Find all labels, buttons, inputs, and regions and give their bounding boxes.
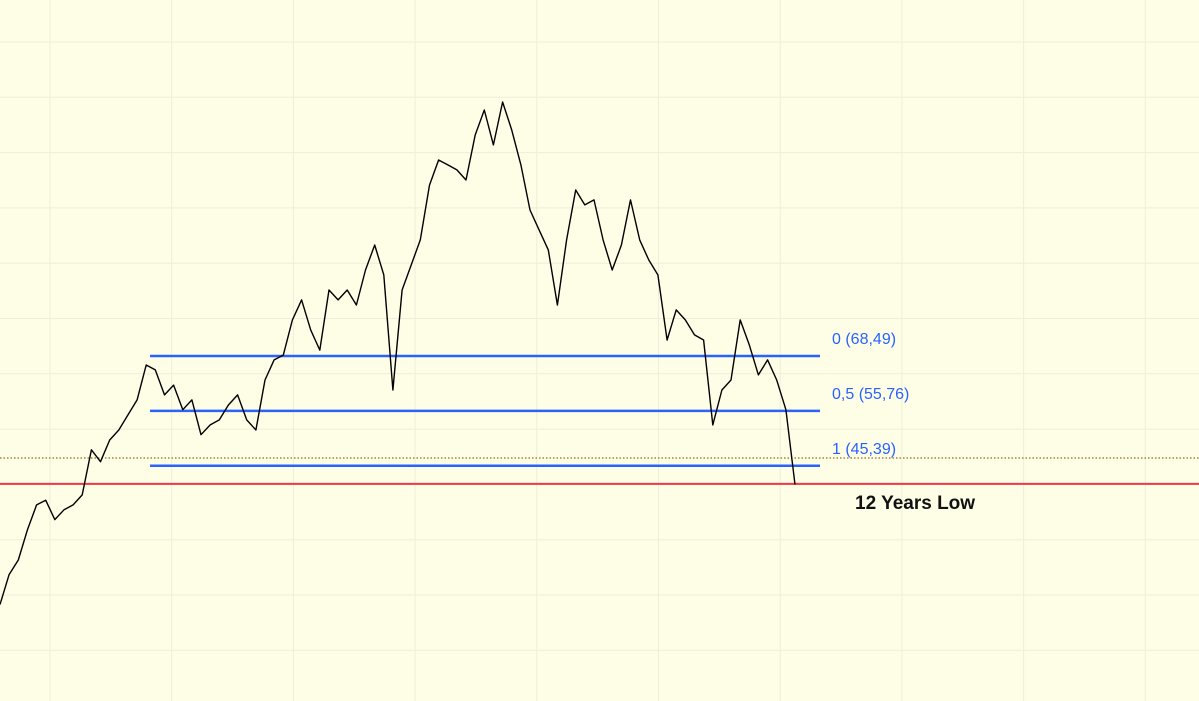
low-label: 12 Years Low xyxy=(855,493,975,514)
fib-label: 1 (45,39) xyxy=(832,441,896,458)
price-line xyxy=(0,101,796,605)
fib-label: 0 (68,49) xyxy=(832,331,896,348)
fib-label: 0,5 (55,76) xyxy=(832,386,909,403)
